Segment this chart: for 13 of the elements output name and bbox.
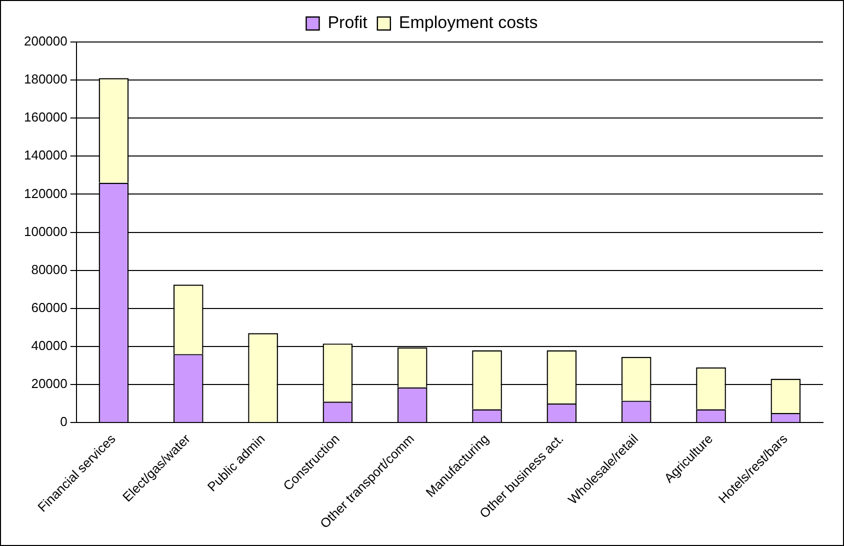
y-tick-label: 140000 [24,148,68,163]
y-tick-label: 80000 [31,262,68,277]
y-tick-label: 200000 [24,34,68,49]
y-tick-label: 160000 [24,110,68,125]
y-tick-label: 100000 [24,224,68,239]
legend-label: Employment costs [398,13,538,32]
y-tick-label: 40000 [31,338,68,354]
y-tick-label: 120000 [24,186,68,201]
legend-label: Profit [328,13,368,32]
y-tick-label: 60000 [31,300,68,315]
y-tick-label: 20000 [31,376,68,392]
y-tick-label: 180000 [24,72,68,87]
y-tick-label: 0 [60,414,68,430]
